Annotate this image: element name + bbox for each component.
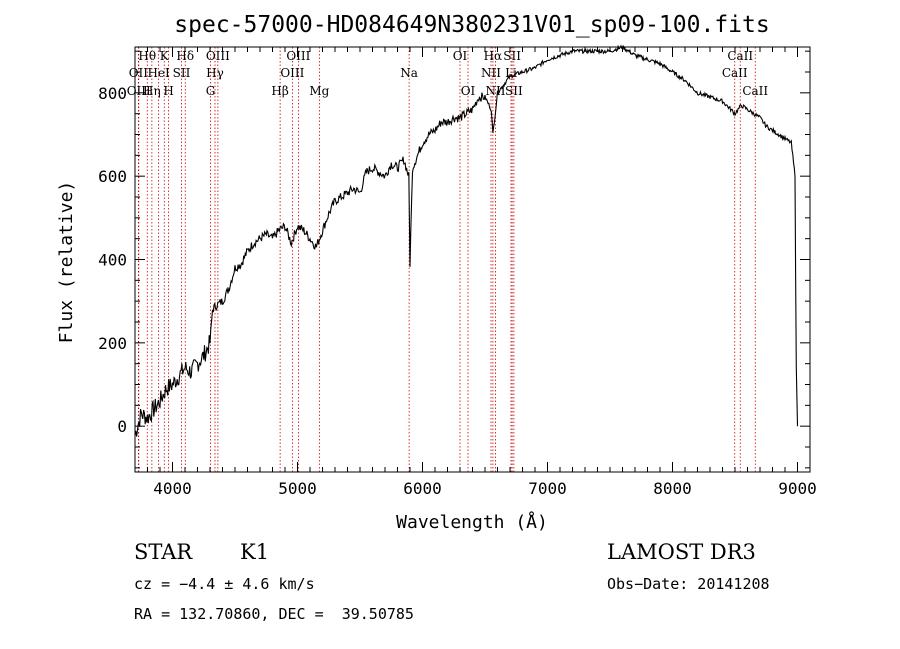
- spectral-line-label: Hθ: [138, 49, 156, 63]
- spectral-line-markers: [137, 47, 756, 472]
- spectral-line-label: OII: [129, 66, 149, 80]
- spectral-line-label: G: [206, 84, 216, 98]
- object-subclass: K1: [240, 540, 270, 564]
- coordinates: RA = 132.70860, DEC = 39.50785: [134, 605, 414, 623]
- y-tick-label: 800: [98, 84, 127, 103]
- spectral-line-label: CaII: [727, 49, 753, 63]
- spectral-line-label: Na: [400, 66, 418, 80]
- spectral-line-label: Hδ: [176, 49, 194, 63]
- y-axis-label: Flux (relative): [56, 181, 77, 344]
- spectral-line-label: SII: [503, 49, 521, 63]
- y-tick-label: 0: [117, 417, 127, 436]
- spectral-line-label: OI: [461, 84, 476, 98]
- spectral-line-label: OI: [453, 49, 468, 63]
- y-tick-label: 400: [98, 251, 127, 270]
- spectral-line-label: Hγ: [206, 66, 224, 80]
- spectral-line-label: SII: [173, 66, 191, 80]
- spectral-line-label: CaII: [742, 84, 768, 98]
- y-axis-ticks: 0 200 400 600 800: [98, 50, 810, 469]
- spectral-line-label: OIII: [206, 49, 230, 63]
- spectral-line-label: HeI: [147, 66, 170, 80]
- x-axis-label: Wavelength (Å): [396, 511, 548, 533]
- x-tick-label: 5000: [278, 479, 317, 498]
- spectral-line-label: H: [163, 84, 173, 98]
- x-axis-ticks: 4000 5000 6000 7000 8000 9000: [147, 47, 817, 498]
- survey-name: LAMOST DR3: [607, 540, 756, 564]
- spectrum-line: [134, 44, 799, 437]
- spectral-line-label: Mg: [309, 84, 329, 98]
- chart-title: spec-57000-HD084649N380231V01_sp09-100.f…: [174, 12, 769, 38]
- observation-date: Obs−Date: 20141208: [607, 575, 770, 593]
- spectral-line-label: OIII: [127, 84, 151, 98]
- spectral-line-label: Hβ: [271, 84, 288, 98]
- x-tick-label: 7000: [528, 479, 567, 498]
- y-tick-label: 600: [98, 167, 127, 186]
- spectral-line-label: OIII: [286, 49, 310, 63]
- spectral-line-label: Hη: [143, 84, 161, 98]
- x-tick-label: 8000: [653, 479, 692, 498]
- x-tick-label: 9000: [778, 479, 817, 498]
- spectral-line-label: K: [160, 49, 170, 63]
- spectral-line-label: OIII: [280, 66, 304, 80]
- object-class: STAR: [134, 540, 193, 564]
- spectral-line-label: CaII: [722, 66, 748, 80]
- x-tick-label: 6000: [403, 479, 442, 498]
- spectral-line-label: NII: [481, 66, 501, 80]
- spectral-line-label: Li: [505, 66, 517, 80]
- y-tick-label: 200: [98, 334, 127, 353]
- spectral-line-label: SII: [505, 84, 523, 98]
- spectral-line-label: Hα: [484, 49, 503, 63]
- x-tick-label: 4000: [153, 479, 192, 498]
- redshift-cz: cz = −4.4 ± 4.6 km/s: [134, 575, 315, 593]
